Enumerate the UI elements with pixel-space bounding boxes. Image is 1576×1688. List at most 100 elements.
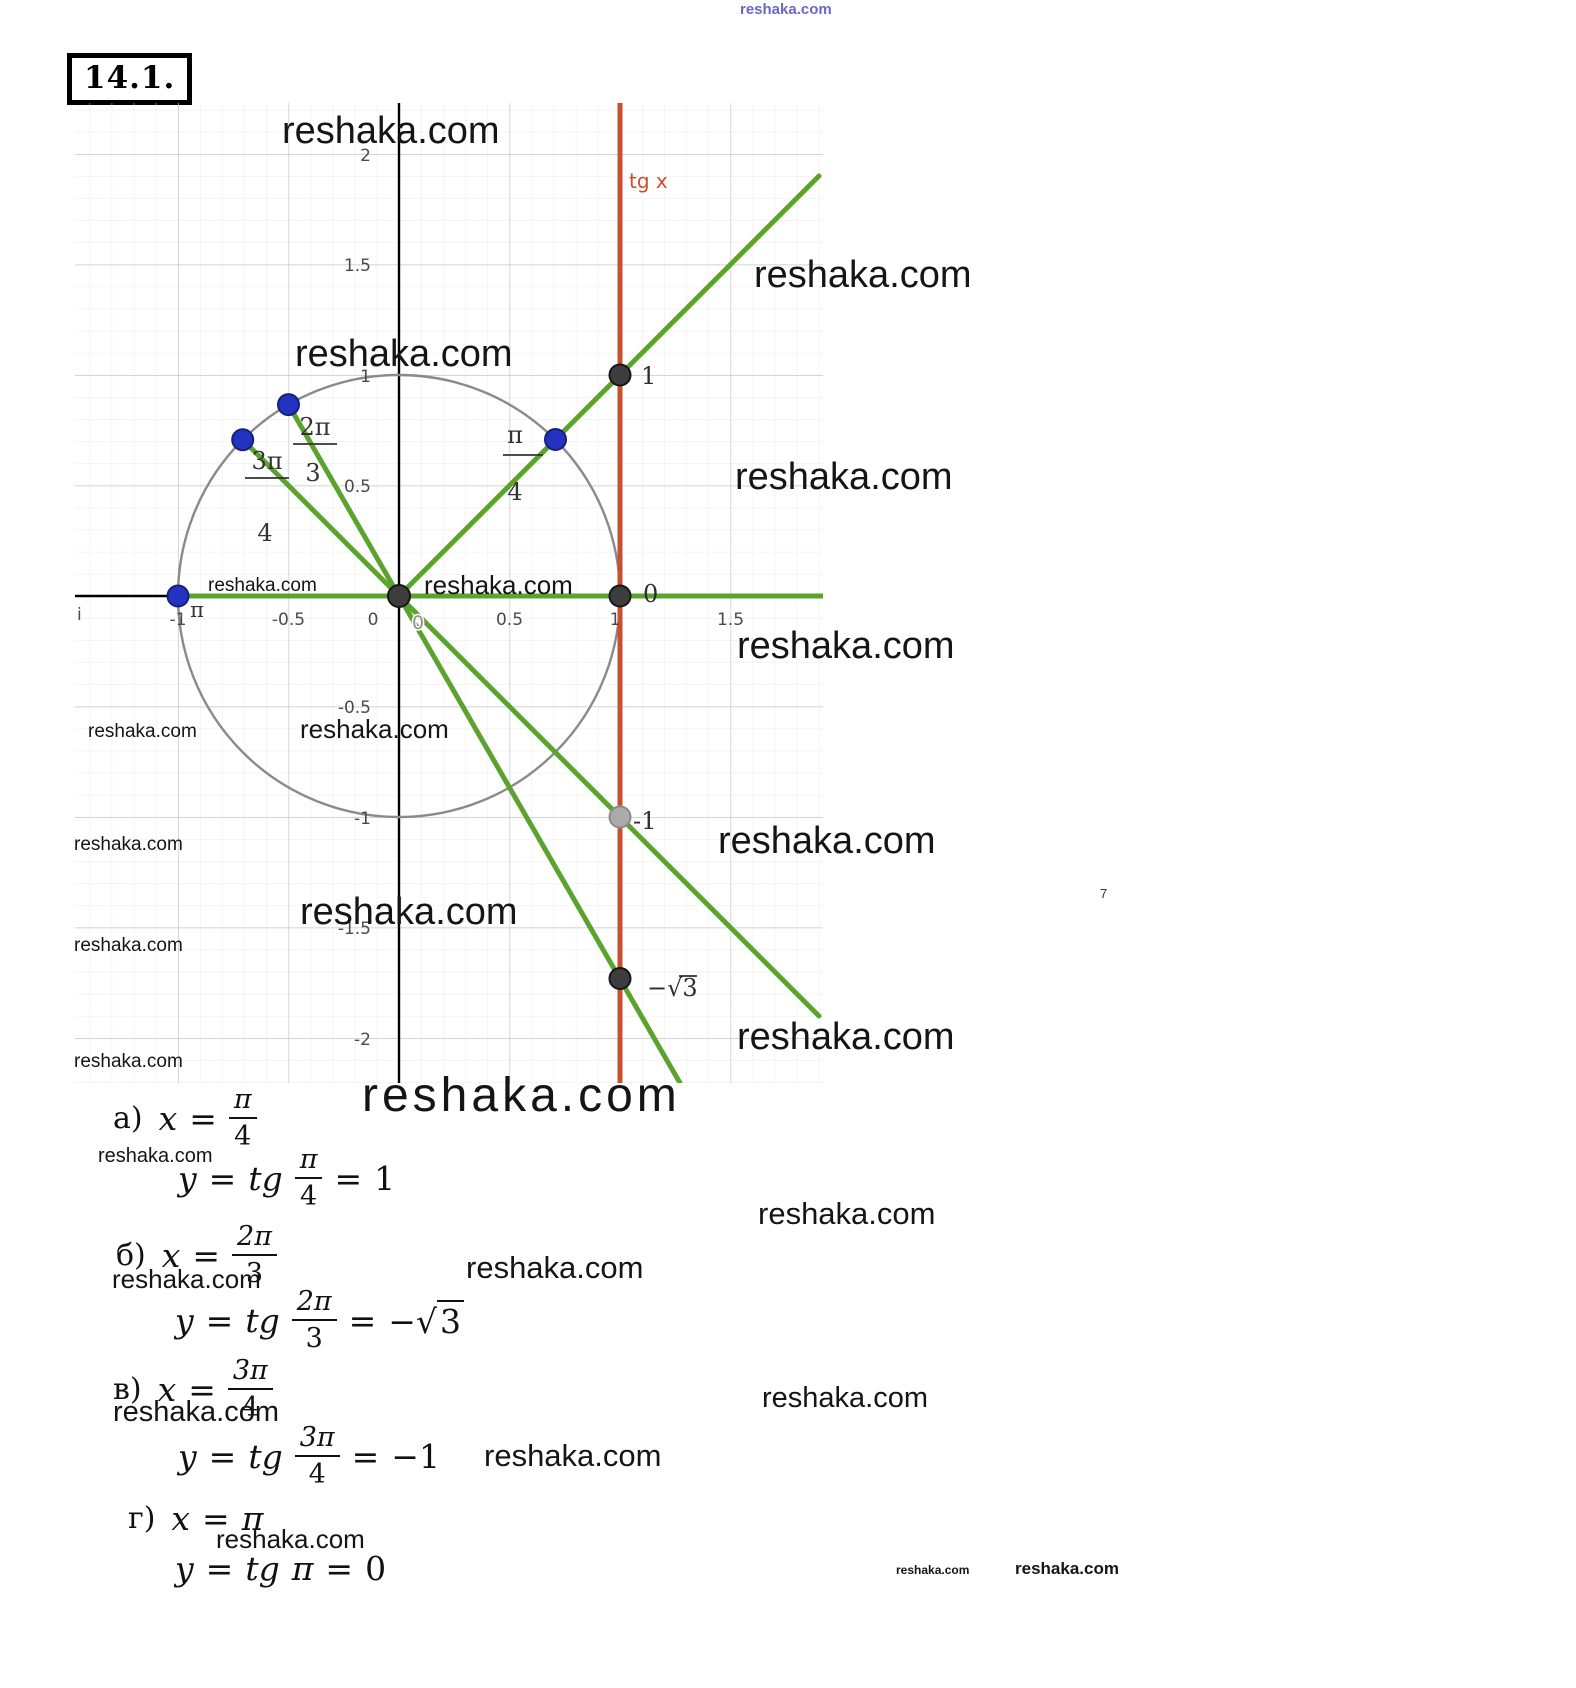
fraction: 2π 3 (232, 1222, 277, 1288)
solution-b-result: y = tg 2π 3 = −√3 (175, 1287, 464, 1354)
x-tick: 0 (368, 610, 379, 630)
math-var: y (178, 1436, 197, 1476)
math-var: y (178, 1158, 197, 1198)
ray-3pi-over-4 (240, 437, 822, 1019)
equals-sign: = (202, 1498, 230, 1538)
fraction-numerator: 2π (291, 1287, 337, 1321)
radicand: 3 (436, 1299, 464, 1341)
tg-function: tg (245, 1300, 280, 1340)
watermark: reshaka.com (735, 456, 953, 498)
result-value: −√3 (388, 1299, 464, 1341)
watermark: reshaka.com (737, 625, 955, 667)
watermark: reshaka.com (282, 110, 500, 152)
x-tick: -0.5 (272, 610, 305, 630)
fraction-numerator: π (294, 1145, 323, 1179)
solution-label: в) (113, 1371, 142, 1407)
angle-label-pi-over-4-den: 4 (507, 478, 522, 506)
angle-label-pi-over-4-num: π (507, 421, 523, 449)
result-value: −1 (391, 1436, 440, 1476)
pi-value: π (241, 1498, 264, 1538)
equals-sign: = (208, 1436, 237, 1476)
solution-a-result: y = tg π 4 = 1 (178, 1145, 396, 1211)
watermark: reshaka.com (896, 1563, 970, 1577)
math-var: x (157, 1369, 177, 1409)
fraction-denominator: 4 (308, 1458, 326, 1490)
angle-label-pi: π (190, 598, 204, 622)
solution-v-given: в) x = 3π 4 (113, 1356, 273, 1422)
watermark: reshaka.com (74, 935, 183, 956)
equals-sign: = (208, 1158, 237, 1198)
fraction: π 4 (228, 1085, 257, 1152)
watermark: reshaka.com (295, 333, 513, 375)
y-tick: 0.5 (344, 477, 371, 497)
math-var: x (171, 1498, 191, 1538)
fraction: 2π 3 (291, 1287, 337, 1354)
watermark: reshaka.com (74, 1051, 183, 1072)
fraction: π 4 (294, 1145, 323, 1211)
equals-sign: = (351, 1436, 380, 1476)
y-tick: 2 (360, 146, 371, 166)
x-tick: 1.5 (717, 610, 744, 630)
y-tick: -2 (354, 1030, 371, 1050)
solution-b-given: б) x = 2π 3 (116, 1218, 277, 1292)
equals-sign: = (192, 1235, 221, 1275)
grid-major (75, 103, 823, 1083)
x-tick: -1 (170, 610, 187, 630)
watermark: reshaka.com (74, 834, 183, 855)
circle-point-pi (166, 584, 190, 608)
result-value: 1 (374, 1158, 396, 1198)
solution-v-result: y = tg 3π 4 = −1 (178, 1423, 440, 1489)
tangent-axis-unit-circle-chart: 2 1.5 1 0.5 -0.5 -1 -1.5 -2 -1 -0.5 0 0.… (75, 103, 826, 1086)
x-tick: 0.5 (496, 610, 523, 630)
pi-argument: π (291, 1548, 314, 1588)
math-var: x (158, 1098, 178, 1138)
solution-label: б) (116, 1237, 146, 1273)
tangent-point-minus-sqrt3 (608, 967, 632, 990)
watermark: reshaka.com (754, 254, 972, 296)
solution-label: а) (113, 1100, 143, 1136)
watermark: reshaka.com (424, 570, 573, 600)
problem-number: 14.1. (67, 53, 193, 105)
origin-point-label: 0 (412, 612, 424, 634)
watermark: reshaka.com (362, 1069, 681, 1122)
tangent-value-1: 1 (641, 362, 656, 390)
watermark: reshaka.com (208, 575, 317, 596)
y-tick: -1.5 (338, 919, 371, 939)
tangent-value-minus-sqrt3: −√3 (647, 974, 698, 1002)
fraction-denominator: 3 (245, 1257, 264, 1289)
fraction-denominator: 4 (241, 1391, 259, 1423)
tg-function: tg (245, 1548, 280, 1588)
equals-sign: = (189, 1098, 217, 1138)
equals-sign: = (334, 1158, 363, 1198)
watermark: reshaka.com (762, 1382, 929, 1414)
watermark: reshaka.com (466, 1250, 644, 1285)
watermark: reshaka.com (737, 1016, 955, 1058)
watermark: reshaka.com (216, 1524, 365, 1554)
y-tick: 1 (360, 367, 371, 387)
ray-pi-over-4 (396, 173, 822, 599)
watermark: reshaka.com (112, 1264, 261, 1294)
watermark: reshaka.com (758, 1196, 936, 1231)
angle-label-2pi-over-3-num: 2π (299, 413, 330, 441)
equals-sign: = (205, 1300, 234, 1340)
fraction-numerator: π (228, 1085, 257, 1119)
circle-point-2pi-over-3 (277, 393, 300, 417)
left-edge-artifact: i (77, 605, 82, 625)
fraction: 3π 4 (227, 1356, 273, 1423)
angle-label-2pi-over-3-den: 3 (305, 459, 320, 487)
fraction-denominator: 3 (305, 1322, 323, 1354)
tangent-point-minus1 (608, 805, 632, 829)
math-var: x (161, 1235, 181, 1275)
angle-label-3pi-over-4-num: 3π (251, 447, 282, 475)
stray-mark: 7 (1100, 886, 1108, 901)
fraction-denominator: 4 (234, 1120, 252, 1152)
equals-sign: = (205, 1548, 234, 1588)
angle-label-3pi-over-4-den: 4 (257, 519, 272, 547)
x-tick: 1 (610, 610, 621, 630)
tangent-axis-label: tg x (629, 169, 668, 193)
tg-function: tg (248, 1436, 283, 1476)
watermark: reshaka.com (88, 721, 197, 742)
watermark: reshaka.com (98, 1145, 213, 1167)
solution-g-given: г) x = π (128, 1498, 263, 1538)
circle-point-3pi-over-4 (231, 428, 255, 452)
